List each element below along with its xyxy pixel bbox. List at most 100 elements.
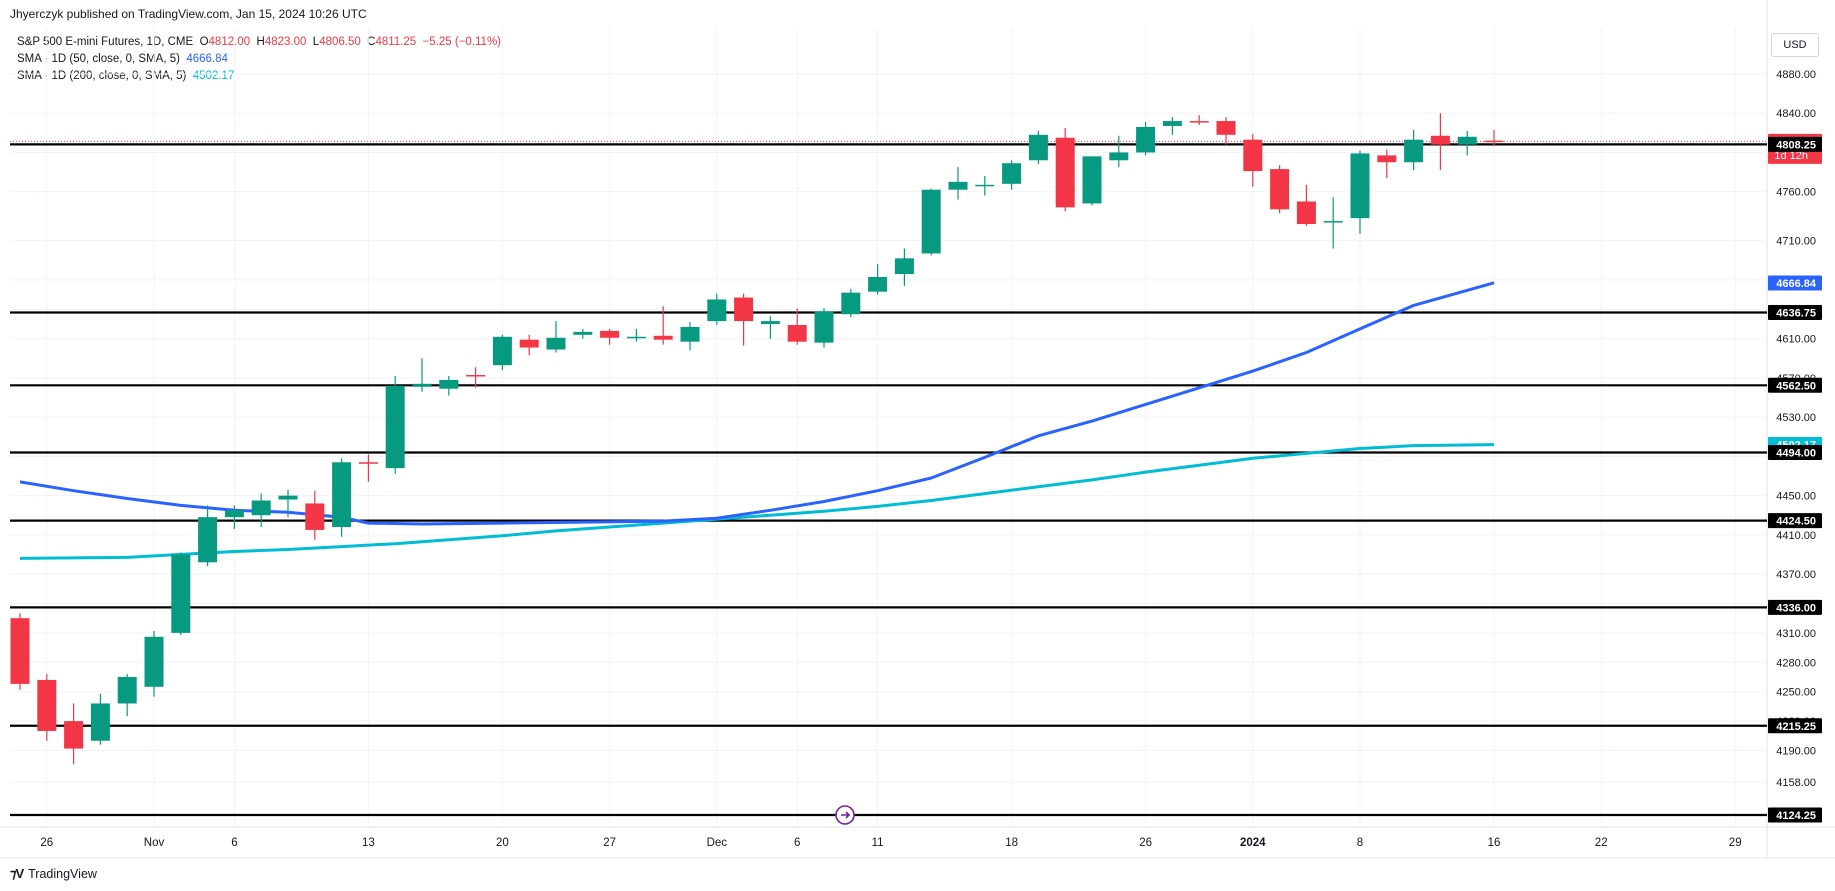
candle <box>546 321 566 353</box>
candle-body <box>1296 201 1316 225</box>
sma50-row[interactable]: SMA · 1D (50, close, 0, SMA, 5) 4666.84 <box>17 51 501 68</box>
candle <box>975 175 995 196</box>
countdown-label: 1d 12h <box>1774 150 1808 162</box>
candle <box>653 306 673 345</box>
candle <box>171 552 191 635</box>
candle-body <box>921 189 941 254</box>
candle-body <box>1270 169 1290 210</box>
candle <box>1162 117 1182 135</box>
price-tag: 4666.84 <box>1768 275 1822 291</box>
price-tick-label: 4840.00 <box>1776 108 1816 120</box>
price-tick-label: 4410.00 <box>1776 530 1816 542</box>
date-tick-label: 16 <box>1488 837 1501 849</box>
scroll-to-realtime-icon[interactable] <box>835 805 855 825</box>
open-label: O <box>199 36 209 48</box>
candlesticks <box>10 113 1504 765</box>
candle <box>600 328 620 345</box>
low-label: L <box>312 36 320 48</box>
go-to-realtime-marker <box>835 805 855 825</box>
sma200-line <box>19 443 1495 560</box>
candle <box>1136 122 1156 156</box>
symbol-name[interactable]: S&P 500 E-mini Futures, 1D, CME <box>17 36 194 48</box>
change-value: −5.25 (−0.11%) <box>422 36 502 48</box>
candle-body <box>1189 121 1209 123</box>
chart-grid <box>0 0 1835 859</box>
price-tag-label: 4666.84 <box>1776 278 1817 290</box>
candle <box>1457 130 1477 156</box>
candle-body <box>573 331 593 335</box>
candle-body <box>1055 137 1075 208</box>
price-tag-label: 4336.00 <box>1776 602 1816 614</box>
price-tag-background <box>1768 305 1822 321</box>
candle-body <box>760 321 780 325</box>
candle <box>573 328 593 339</box>
candle-body <box>10 618 30 684</box>
price-tag: 4494.00 <box>1768 444 1822 460</box>
price-tag-background <box>1768 718 1822 734</box>
candle <box>305 490 325 540</box>
sma200-value: 4502.17 <box>192 70 235 82</box>
candle-body <box>546 337 566 350</box>
candle-body <box>198 517 218 563</box>
candle <box>278 489 298 518</box>
candle-body <box>251 500 271 516</box>
candle <box>37 674 57 741</box>
price-tick-label: 4450.00 <box>1776 491 1816 503</box>
candle <box>787 308 807 345</box>
candle-body <box>1162 121 1182 126</box>
candle <box>948 167 968 200</box>
candle <box>1216 117 1236 145</box>
candle-body <box>868 276 888 292</box>
price-tag: 4808.25 <box>1768 136 1822 152</box>
price-tick-label: 4710.00 <box>1776 236 1816 248</box>
price-axis: 4880.004840.004760.004710.004610.004570.… <box>1776 69 1816 789</box>
open-value: 4812.00 <box>208 36 251 48</box>
date-tick-label: 27 <box>603 837 616 849</box>
candle <box>144 630 164 697</box>
candle <box>680 322 700 351</box>
candle <box>1404 129 1424 171</box>
candle <box>1270 165 1290 214</box>
candle <box>439 375 459 396</box>
sma200-row[interactable]: SMA · 1D (200, close, 0, SMA, 5) 4502.17 <box>17 68 501 85</box>
price-tag-label: 4562.50 <box>1776 380 1816 392</box>
candle-body <box>948 181 968 190</box>
horizontal-levels <box>10 140 1767 817</box>
price-tag-background <box>1768 513 1822 529</box>
price-tag-background <box>1768 444 1822 460</box>
candle <box>385 375 405 475</box>
candle-body <box>787 325 807 342</box>
candle-body <box>90 703 110 741</box>
tradingview-logo[interactable]: ⁊V TradingView <box>10 866 97 882</box>
sma50-label: SMA · 1D (50, close, 0, SMA, 5) <box>17 53 180 65</box>
price-tag: 4636.75 <box>1768 305 1822 321</box>
date-tick-label: Nov <box>144 837 165 849</box>
symbol-ohlc-row: S&P 500 E-mini Futures, 1D, CME O4812.00… <box>17 34 501 51</box>
price-tick-label: 4280.00 <box>1776 657 1816 669</box>
candle-body <box>1216 121 1236 135</box>
price-tag-label: 4215.25 <box>1776 721 1816 733</box>
sma50-value: 4666.84 <box>186 53 228 65</box>
marker-arrow <box>841 811 851 819</box>
candle <box>332 458 352 537</box>
date-tick-label: 6 <box>231 837 237 849</box>
candle-body <box>1323 221 1343 223</box>
candle <box>841 288 861 318</box>
candle-body <box>519 339 539 348</box>
candle-body <box>278 495 298 500</box>
price-tag: 4215.25 <box>1768 718 1822 734</box>
candle-body <box>358 462 378 464</box>
date-tick-label: 11 <box>872 837 884 849</box>
candle-body <box>680 326 700 342</box>
candle-body <box>734 297 754 322</box>
date-tick-label: 2024 <box>1240 837 1266 849</box>
sma50-line <box>19 281 1495 526</box>
candle <box>707 293 727 326</box>
candle-body <box>1457 136 1477 145</box>
candle-body <box>224 510 244 518</box>
date-tick-label: 6 <box>794 837 800 849</box>
currency-button[interactable]: USD <box>1771 33 1819 57</box>
candle-body <box>1484 140 1504 143</box>
candle <box>492 334 512 371</box>
